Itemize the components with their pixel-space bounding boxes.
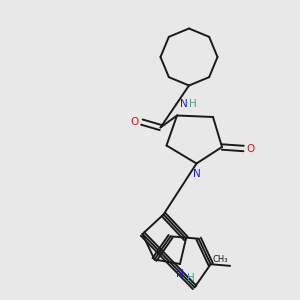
Text: H: H bbox=[189, 99, 196, 110]
Text: O: O bbox=[247, 143, 255, 154]
Text: N: N bbox=[180, 99, 188, 110]
Text: N: N bbox=[193, 169, 200, 179]
Text: N: N bbox=[176, 269, 184, 279]
Text: H: H bbox=[188, 273, 195, 283]
Text: CH₃: CH₃ bbox=[212, 255, 228, 264]
Text: O: O bbox=[130, 116, 138, 127]
